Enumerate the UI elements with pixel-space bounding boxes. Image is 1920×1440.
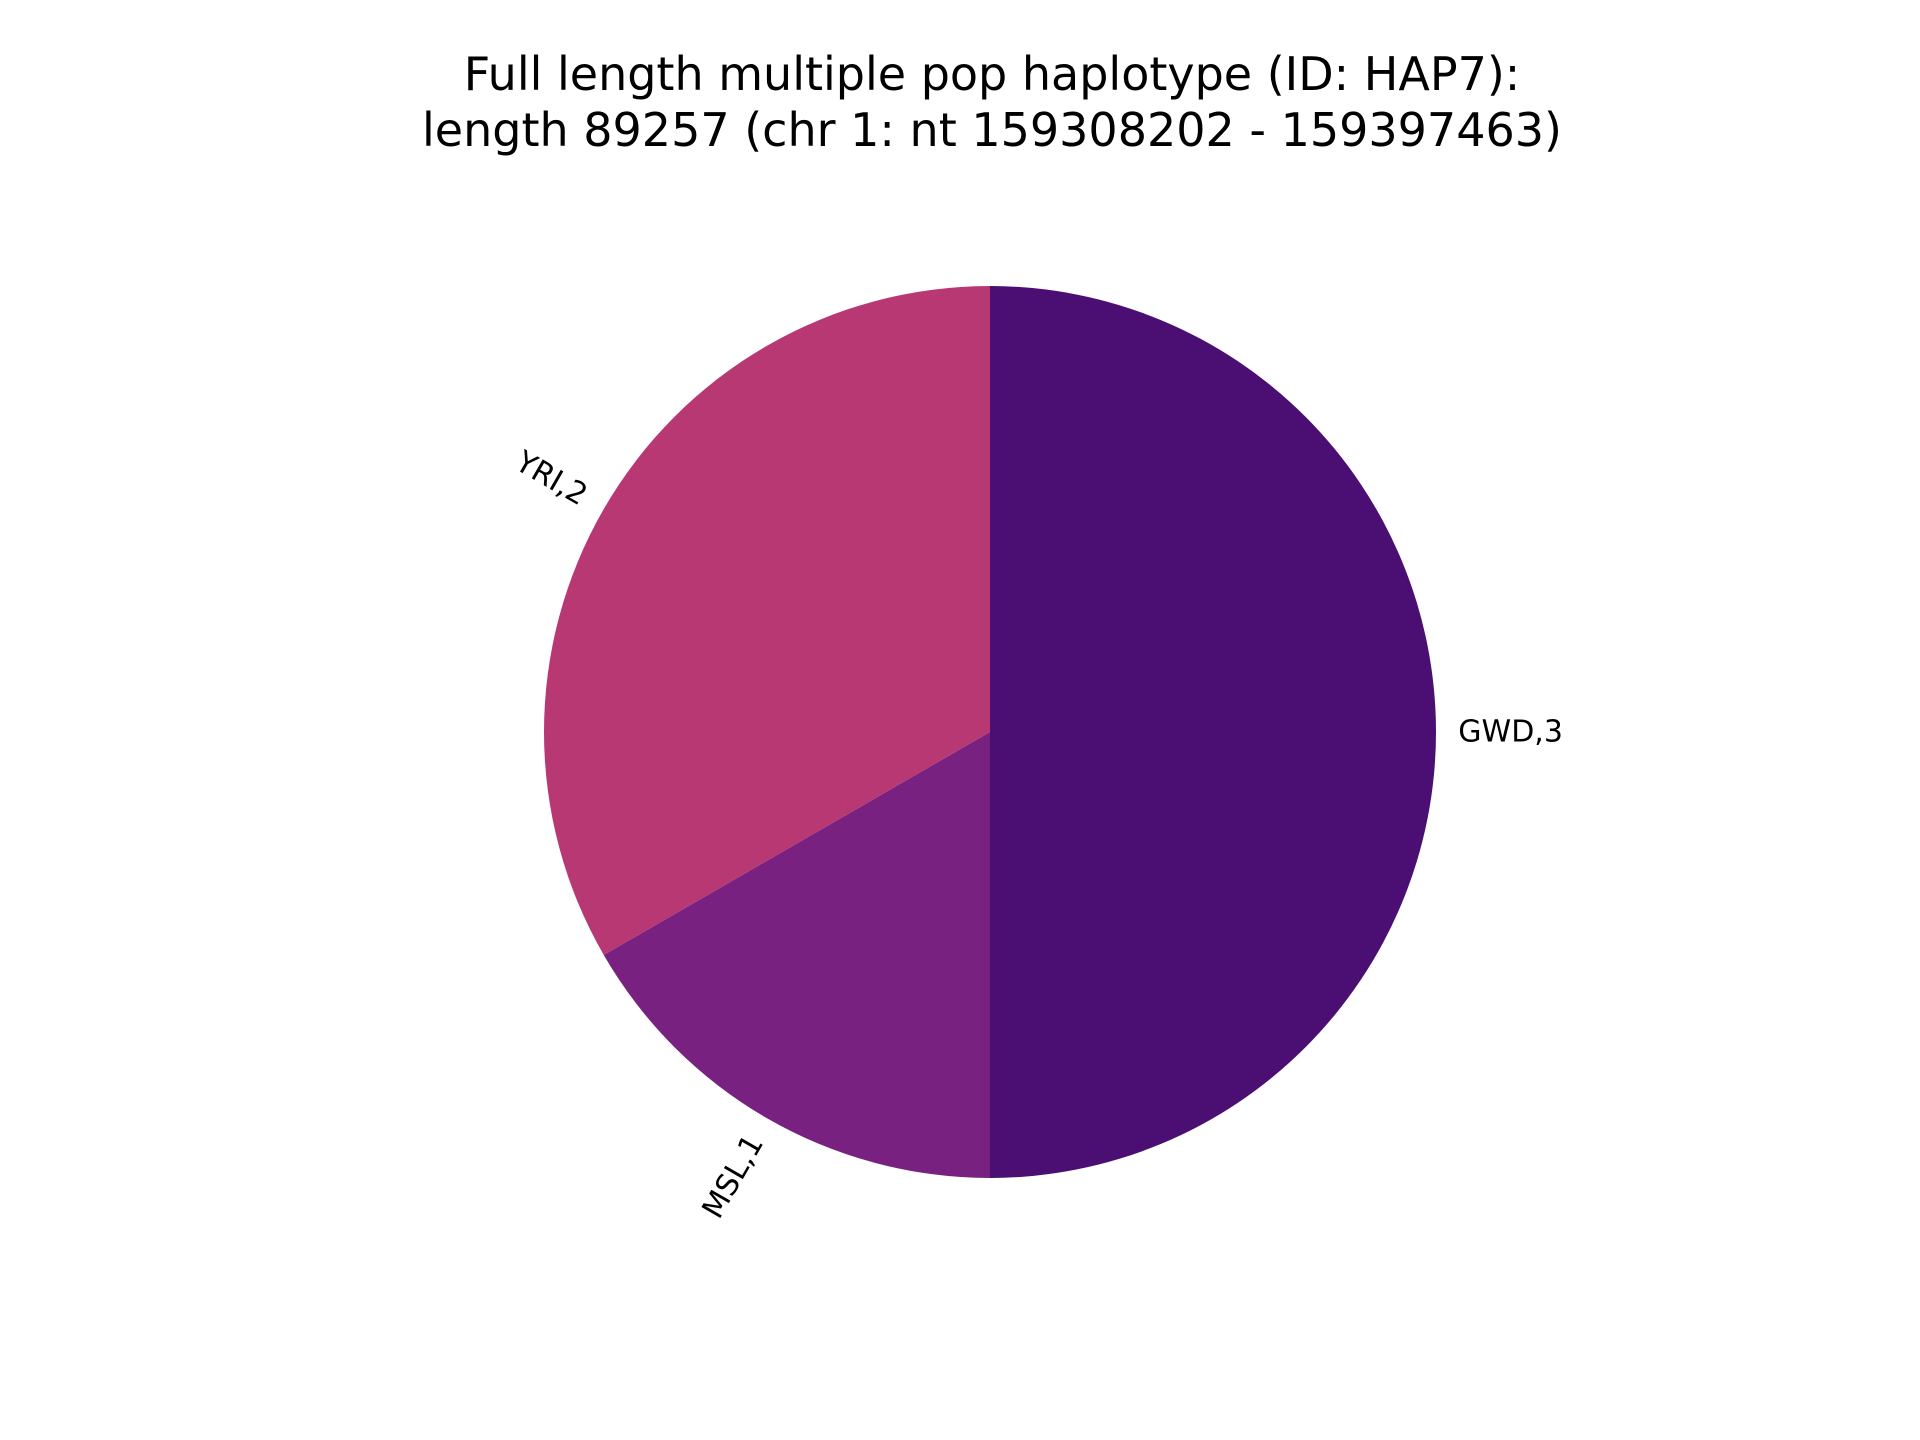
pie-slice-yri [544, 286, 990, 955]
pie-label-yri: YRI,2 [508, 444, 593, 513]
chart-title-line-2: length 89257 (chr 1: nt 159308202 - 1593… [422, 103, 1562, 157]
pie-label-msl: MSL,1 [696, 1129, 771, 1225]
chart-title-line-1: Full length multiple pop haplotype (ID: … [464, 47, 1521, 101]
pie-slice-msl [603, 732, 990, 1178]
pie-slices [544, 286, 1436, 1178]
pie-label-gwd: GWD,3 [1458, 715, 1563, 750]
pie-slice-gwd [990, 286, 1436, 1178]
